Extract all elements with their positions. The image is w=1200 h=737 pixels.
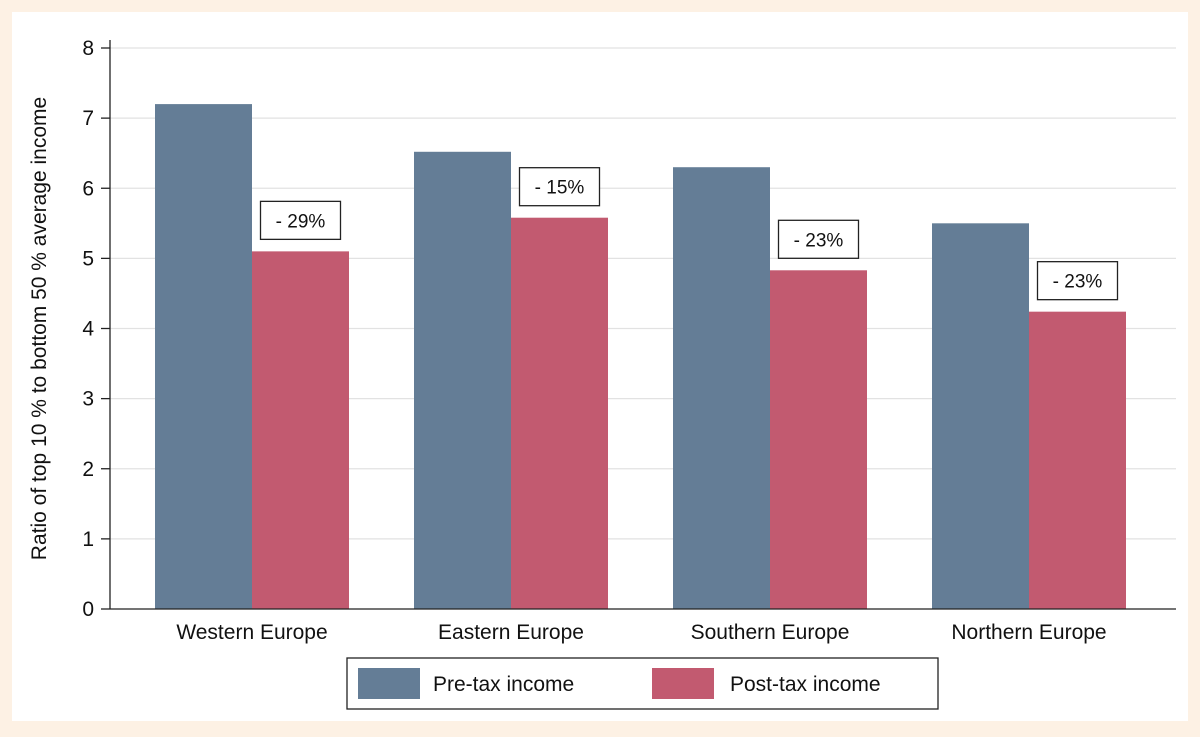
bars [155, 104, 1126, 610]
bar-pre-tax [414, 151, 511, 609]
y-axis-title: Ratio of top 10 % to bottom 50 % average… [28, 97, 51, 560]
y-tick-label: 3 [82, 388, 94, 411]
bar-chart: 0 1 2 3 4 5 6 7 8 Ratio of top 10 % to bottom 50 … [28, 37, 1176, 710]
bar-post-tax [511, 217, 608, 609]
change-annotations: - 29% - 15% - 23% - 23% [259, 167, 1119, 301]
bar-pre-tax [673, 167, 770, 609]
x-category-label: Northern Europe [951, 621, 1106, 644]
legend-box [346, 657, 939, 710]
legend-label-post-tax: Post-tax income [730, 673, 881, 696]
annotation-label: - 23% [1053, 272, 1103, 293]
y-tick-label: 8 [82, 37, 94, 60]
y-tick-label: 6 [82, 177, 94, 200]
annotation-label: - 23% [794, 230, 844, 251]
bar-pre-tax [932, 223, 1029, 609]
legend: Pre-tax income Post-tax income [346, 657, 939, 710]
x-category-label: Southern Europe [691, 621, 850, 644]
bar-post-tax [1029, 311, 1126, 609]
bar-post-tax [770, 270, 867, 609]
chart-panel: 0 1 2 3 4 5 6 7 8 Ratio of top 10 % to bottom 50 … [12, 12, 1188, 721]
annotation-label: - 15% [535, 178, 585, 199]
bar-pre-tax [155, 104, 252, 609]
y-tick-label: 1 [82, 528, 94, 551]
x-category-label: Western Europe [176, 621, 327, 644]
legend-swatch-post-tax [652, 668, 714, 699]
y-tick-label: 4 [82, 318, 94, 341]
legend-swatch-pre-tax [358, 668, 420, 699]
annotation-box [1036, 261, 1119, 301]
y-tick-label: 2 [82, 458, 94, 481]
annotation-box [518, 167, 601, 207]
annotation-box [777, 219, 860, 259]
y-tick-label: 0 [82, 598, 94, 621]
y-tick-label: 7 [82, 107, 94, 130]
legend-label-pre-tax: Pre-tax income [433, 673, 574, 696]
axes: 0 1 2 3 4 5 6 7 8 Ratio of top 10 % to bottom 50 … [28, 37, 1176, 644]
annotation-label: - 29% [276, 211, 326, 232]
y-tick-label: 5 [82, 247, 94, 270]
x-category-label: Eastern Europe [438, 621, 584, 644]
annotation-box [259, 200, 342, 241]
bar-post-tax [252, 251, 349, 610]
